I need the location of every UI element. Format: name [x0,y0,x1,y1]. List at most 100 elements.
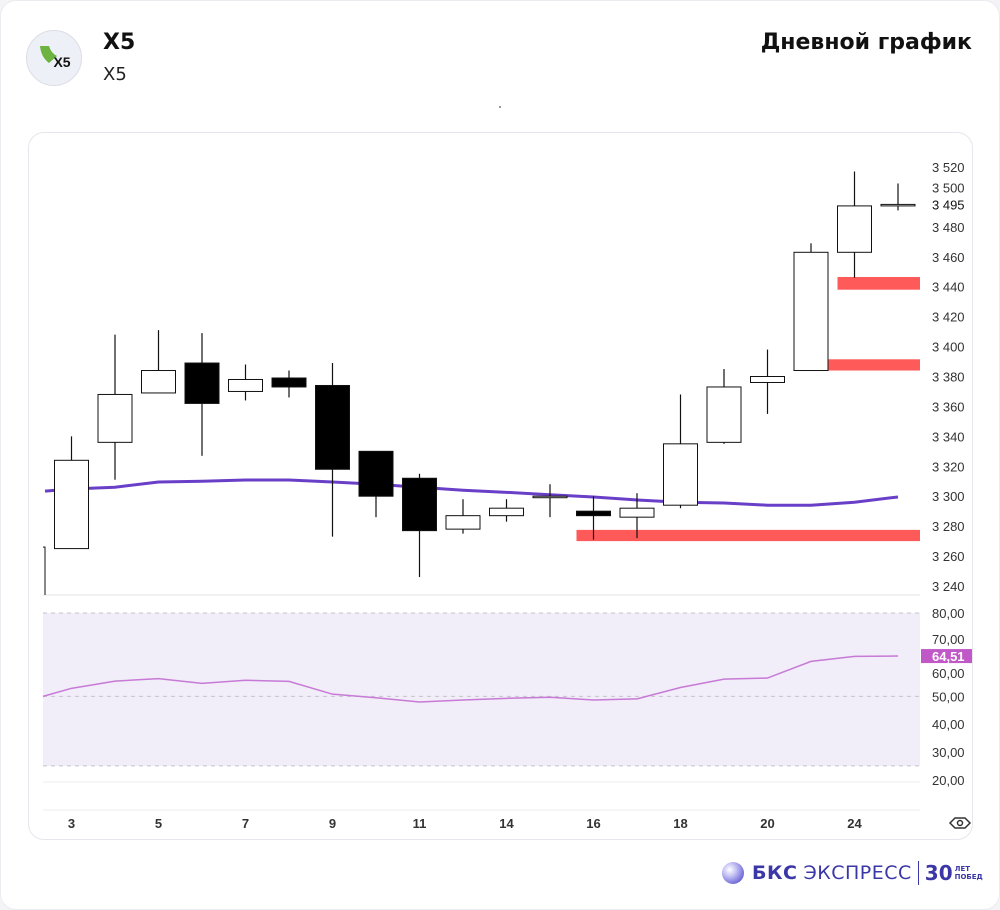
price-tick-label: 3 320 [932,459,965,474]
date-tick-label: 7 [242,816,249,831]
chart-title: Дневной график [760,30,972,55]
candle [663,394,698,509]
candle-body-down [184,362,220,404]
candle-body-up [706,386,742,443]
date-tick-label: 20 [760,816,774,831]
candle-body-up [445,515,481,530]
candle-body-up [663,443,698,506]
candle [793,243,829,372]
rsi-tick-label: 20,00 [932,773,965,788]
brand-separator [917,861,919,885]
date-tick-label: 16 [586,816,600,831]
support-zone [576,529,920,542]
price-tick-label: 3 300 [932,489,965,504]
rsi-line [42,655,899,703]
date-tick-label: 14 [499,816,514,831]
eye-pupil [956,819,964,827]
rsi-tick-label: 70,00 [932,632,965,647]
rsi-last-value-bg [921,649,972,664]
price-tick-label: 3 400 [932,340,965,355]
candle [750,349,785,414]
price-tick-label: 3 440 [932,280,965,295]
candle [880,183,916,211]
rsi-band [43,613,920,766]
rsi-tick-label: 60,00 [932,666,965,681]
moving-average-line [44,478,899,507]
price-tick-label: 3 260 [932,549,965,564]
date-tick-label: 5 [155,816,162,831]
candle-body-up [619,507,655,518]
anniv-number: 30 [924,861,953,885]
price-tick-label: 3 340 [932,429,965,444]
ticker-title: X5 [103,30,136,55]
candle [445,499,481,534]
candle [141,330,176,394]
price-tick-label: 3 500 [932,180,965,195]
candle-body-down [315,384,350,470]
bks-express-logo: БКС ЭКСПРЕСС 30 ЛЕТ ПОБЕД [722,860,983,886]
date-tick-label: 9 [329,816,336,831]
eye-icon[interactable] [948,817,972,829]
candle-body-up [43,546,46,595]
candle-body-down [402,477,437,532]
candle-body-up [837,205,872,253]
support-zone [794,359,920,371]
candle [271,370,307,398]
candle [706,369,742,444]
dot [499,106,501,108]
candle-body-up [532,495,568,499]
x5-logo-icon: X5 [40,46,71,70]
candle [576,496,611,540]
date-tick-label: 3 [68,816,75,831]
brand-rest: ЭКСПРЕСС [803,862,912,884]
candle-body-down [358,450,394,497]
rsi-tick-label: 50,00 [932,689,965,704]
candle-body-up [54,459,89,550]
price-tick-label: 3 420 [932,310,965,325]
eye-outline [948,817,972,829]
rsi-tick-label: 80,00 [932,606,965,621]
price-tick-label: 3 460 [932,250,965,265]
price-tick-label: 3 240 [932,579,965,594]
price-tick-label: 3 380 [932,370,965,385]
candle [54,436,89,550]
brand-bold: БКС [752,862,798,884]
candle-body-down [576,510,611,517]
candle-body-up [489,507,524,517]
rsi-tick-label: 30,00 [932,745,965,760]
candle-body-up [793,251,829,372]
candle [619,493,655,539]
price-tick-label: 3 520 [932,160,965,175]
candle-body-up [141,370,176,394]
candle [97,334,133,480]
bks-sphere-icon [722,862,744,884]
candle [228,364,263,401]
candle [315,363,350,537]
date-tick-label: 18 [673,816,687,831]
candle [184,333,220,456]
date-tick-label: 24 [847,816,862,831]
anniv-text: ЛЕТ ПОБЕД [954,865,983,881]
svg-text:X5: X5 [53,54,70,70]
candle-body-up [880,203,916,207]
candle [358,450,394,518]
rsi-last-value-label: 64,51 [932,649,965,664]
candle-body-up [228,378,263,392]
candle [489,499,524,522]
price-tick-label: 3 360 [932,399,965,414]
candle [837,171,872,278]
x5-logo: X5 [26,30,82,86]
last-price-label: 3 495 [932,197,965,212]
candle [43,546,46,595]
candle-body-down [271,377,307,388]
last-price-bg [928,197,972,212]
rsi-tick-label: 40,00 [932,717,965,732]
candle [402,473,437,578]
candle [532,484,568,518]
company-name: X5 [103,64,127,85]
date-tick-label: 11 [413,816,427,831]
candle-body-up [97,393,133,443]
price-tick-label: 3 280 [932,519,965,534]
price-tick-label: 3 480 [932,220,965,235]
